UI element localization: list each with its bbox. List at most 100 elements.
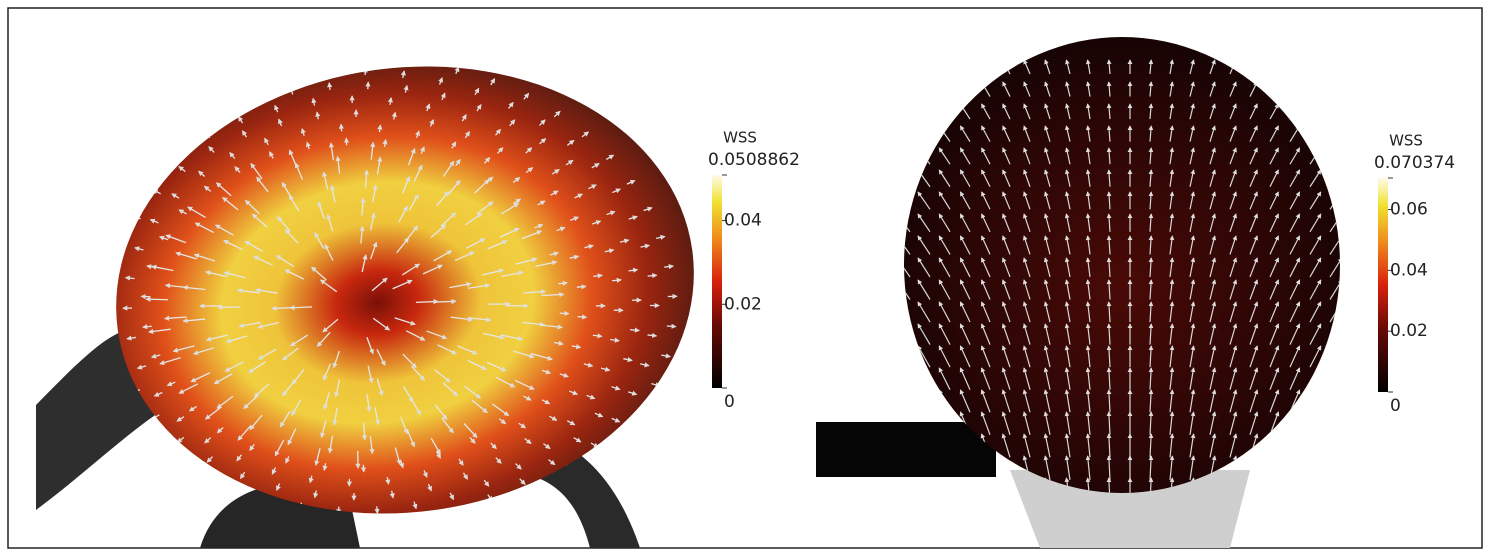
vector-arrow bbox=[523, 289, 547, 295]
vector-arrow bbox=[647, 273, 658, 279]
vector-arrow bbox=[1148, 279, 1154, 300]
vector-arrow bbox=[1269, 323, 1280, 345]
vector-arrow bbox=[959, 367, 971, 390]
vector-arrow bbox=[464, 130, 471, 139]
vector-arrow bbox=[1106, 81, 1112, 97]
vector-arrow bbox=[193, 253, 216, 262]
vector-arrow bbox=[403, 84, 409, 93]
vector-arrow bbox=[328, 142, 335, 161]
vector-arrow bbox=[198, 170, 206, 177]
vector-arrow bbox=[1106, 367, 1112, 390]
vector-arrow bbox=[369, 436, 375, 455]
vector-arrow bbox=[1249, 213, 1258, 233]
vector-arrow bbox=[1169, 411, 1175, 435]
vector-arrow bbox=[126, 335, 137, 341]
vector-arrow bbox=[1106, 59, 1112, 75]
vector-arrow bbox=[1106, 191, 1112, 210]
vector-arrow bbox=[628, 215, 638, 221]
vector-arrow bbox=[1289, 147, 1301, 165]
vector-arrow bbox=[1064, 125, 1071, 142]
colorbar-title: WSS bbox=[1389, 132, 1423, 150]
vector-arrow bbox=[592, 220, 602, 226]
vector-arrow bbox=[514, 379, 535, 390]
vector-arrow bbox=[1309, 235, 1322, 255]
vector-arrow bbox=[308, 475, 314, 484]
vector-arrow bbox=[490, 77, 496, 86]
vector-arrow bbox=[415, 130, 420, 139]
vector-arrow bbox=[1309, 323, 1322, 345]
tick-label: 0 bbox=[724, 392, 735, 412]
vector-arrow bbox=[1106, 477, 1112, 493]
vector-arrow bbox=[1189, 191, 1196, 210]
vector-arrow bbox=[1169, 279, 1175, 300]
vector-arrow bbox=[981, 103, 991, 120]
vector-arrow bbox=[1023, 147, 1031, 165]
vector-arrow bbox=[1229, 191, 1237, 210]
vector-arrow bbox=[1064, 455, 1071, 480]
vector-arrow bbox=[192, 347, 215, 356]
vector-arrow bbox=[1309, 301, 1322, 323]
tick-label: 0.04 bbox=[724, 211, 762, 231]
vector-arrow bbox=[450, 316, 474, 322]
vector-arrow bbox=[300, 127, 306, 136]
vector-arrow bbox=[476, 103, 482, 112]
vector-arrow bbox=[581, 131, 590, 138]
vector-arrow bbox=[959, 257, 971, 278]
vector-arrow bbox=[411, 365, 426, 381]
vector-arrow bbox=[430, 437, 441, 455]
vector-arrow bbox=[1001, 257, 1011, 278]
vector-arrow bbox=[322, 363, 332, 381]
vector-arrow bbox=[326, 213, 334, 232]
vector-arrow bbox=[1148, 125, 1154, 142]
vector-arrow bbox=[1209, 257, 1217, 278]
vector-arrow bbox=[324, 243, 334, 261]
vector-arrow bbox=[1209, 125, 1216, 142]
colorbar: WSS 0 0.02 0.04 0.0508862 bbox=[708, 129, 800, 413]
vector-arrow bbox=[1023, 59, 1031, 75]
vector-arrow bbox=[490, 442, 497, 450]
vector-arrow bbox=[1148, 81, 1154, 97]
colorbar-gradient bbox=[712, 175, 722, 388]
vector-arrow bbox=[551, 168, 560, 175]
vector-arrow bbox=[487, 240, 508, 250]
vector-arrow bbox=[543, 443, 551, 449]
vector-arrow bbox=[1064, 147, 1071, 165]
vector-arrow bbox=[1309, 169, 1322, 188]
vector-arrow bbox=[305, 141, 311, 150]
vector-arrow bbox=[1148, 411, 1154, 435]
vector-arrow bbox=[1249, 235, 1258, 255]
vector-arrow bbox=[1022, 367, 1031, 390]
tick-label: 0.04 bbox=[1390, 260, 1428, 280]
vector-arrow bbox=[938, 235, 951, 255]
vector-arrow bbox=[255, 287, 278, 294]
vector-arrow bbox=[250, 162, 263, 179]
vector-arrow bbox=[1229, 433, 1238, 458]
vector-arrow bbox=[1209, 323, 1217, 345]
vector-arrow bbox=[1085, 411, 1091, 435]
vector-arrow bbox=[980, 411, 991, 436]
vector-arrow bbox=[523, 395, 532, 401]
vector-arrow bbox=[1169, 455, 1175, 480]
vector-arrow bbox=[1106, 323, 1112, 345]
vector-arrow bbox=[399, 460, 405, 469]
vector-arrow bbox=[408, 193, 419, 211]
vector-arrow bbox=[1209, 411, 1217, 435]
vector-arrow bbox=[515, 257, 538, 265]
vector-arrow bbox=[216, 426, 224, 434]
vector-arrow bbox=[241, 130, 248, 138]
vector-arrow bbox=[1189, 125, 1196, 142]
vector-arrow bbox=[461, 114, 467, 122]
vector-arrow bbox=[1309, 191, 1322, 210]
vector-arrow bbox=[626, 180, 636, 185]
vector-arrow bbox=[559, 372, 569, 378]
vector-arrow bbox=[172, 345, 195, 353]
vector-arrow bbox=[454, 251, 475, 262]
vector-arrow bbox=[149, 218, 159, 224]
vector-arrow bbox=[537, 200, 546, 206]
vector-arrow bbox=[440, 212, 457, 227]
vector-arrow bbox=[422, 264, 443, 275]
vector-arrow bbox=[1229, 235, 1238, 255]
tick-label: 0.0508862 bbox=[708, 150, 800, 170]
vector-arrow bbox=[1148, 103, 1154, 120]
vector-arrow bbox=[1064, 433, 1071, 458]
